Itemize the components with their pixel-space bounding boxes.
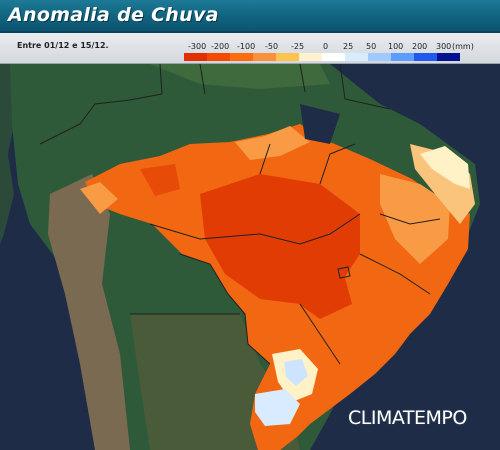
legend-tick: 25: [343, 42, 354, 51]
legend-swatch: [368, 53, 391, 61]
legend-unit: (mm): [452, 42, 474, 51]
rain-anomaly-map: [0, 64, 500, 450]
federal-district-outline: [337, 266, 351, 279]
legend-tick: 200: [412, 42, 428, 51]
legend-tick: -100: [237, 42, 256, 51]
moderate-deficit-north: [235, 126, 310, 160]
moderate-deficit-northeast: [380, 174, 450, 264]
period-label: Entre 01/12 e 15/12.: [17, 41, 109, 50]
near-normal-northeast-tip: [420, 146, 470, 189]
strong-deficit-west: [140, 164, 180, 196]
legend-swatch: [322, 53, 345, 61]
legend-swatch: [345, 53, 368, 61]
climatempo-logo: CLIMATEMPO: [348, 407, 467, 429]
legend-swatch: [391, 53, 414, 61]
legend-swatch: [184, 53, 207, 61]
legend-tick: -200: [211, 42, 230, 51]
legend-tick: 300: [436, 42, 452, 51]
legend-swatch: [276, 53, 299, 61]
legend-tick: 50: [366, 42, 377, 51]
andes-terrain: [48, 174, 130, 450]
political-boundaries: [39, 64, 441, 365]
legend-tick: -50: [265, 42, 279, 51]
amazon-river-mouth: [300, 104, 340, 144]
surplus-far-south: [255, 389, 300, 426]
legend-swatch: [207, 53, 230, 61]
legend-swatch: [230, 53, 253, 61]
legend-swatch: [437, 53, 460, 61]
map-title: Anomalia de Chuva: [8, 4, 219, 26]
strong-deficit-southeast: [292, 259, 352, 319]
northern-land: [150, 64, 330, 89]
legend-swatch: [253, 53, 276, 61]
moderate-deficit-west: [80, 182, 118, 214]
legend-swatch: [414, 53, 437, 61]
legend-tick: 100: [388, 42, 404, 51]
surplus-south: [284, 359, 308, 386]
legend-swatch: [299, 53, 322, 61]
legend-tick: 0: [323, 42, 329, 51]
legend-tick: -300: [188, 42, 207, 51]
legend-tick: -25: [291, 42, 305, 51]
legend-bar: Entre 01/12 e 15/12. -300 -200 -100 -50 …: [0, 33, 500, 64]
title-bar: Anomalia de Chuva: [0, 0, 500, 33]
